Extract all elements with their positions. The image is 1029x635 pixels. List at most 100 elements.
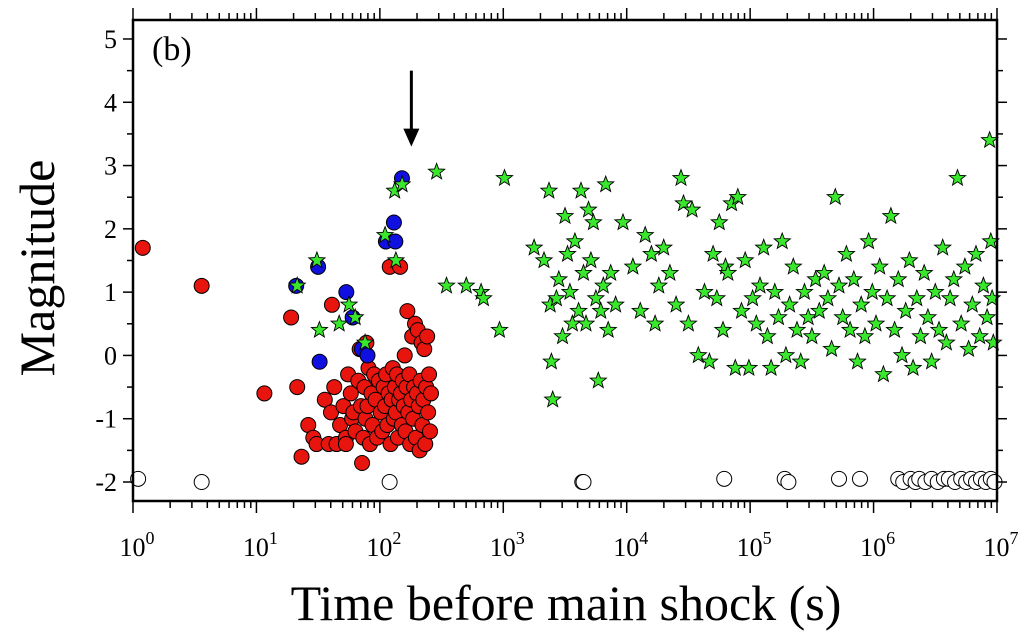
data-point (645, 314, 665, 332)
data-point (948, 168, 967, 187)
data-point (359, 347, 376, 364)
data-point (613, 212, 633, 231)
data-point (549, 269, 569, 288)
x-tick-label-base: 10 (860, 533, 886, 562)
y-tick-label: 1 (104, 278, 117, 307)
data-point (929, 320, 949, 339)
data-point (859, 231, 878, 250)
x-tick-label-base: 10 (613, 533, 639, 562)
data-point (863, 282, 882, 301)
x-tick-label-exponent: 5 (763, 528, 772, 548)
data-point (490, 320, 509, 339)
data-point (716, 470, 733, 487)
data-point (381, 474, 398, 491)
data-point (974, 276, 993, 294)
data-point (743, 288, 762, 307)
data-point (761, 358, 781, 377)
data-point (907, 288, 927, 307)
data-point (671, 168, 691, 187)
data-point (795, 282, 814, 301)
data-point (558, 244, 577, 263)
data-point (784, 257, 803, 275)
x-axis-label: Time before main shock (s) (291, 575, 842, 631)
data-point (287, 276, 307, 294)
data-point (539, 181, 559, 199)
data-point (635, 225, 655, 244)
y-tick-label: 0 (104, 341, 117, 370)
data-point (758, 326, 777, 345)
data-point (944, 269, 964, 288)
x-tick-label-base: 10 (243, 533, 269, 562)
data-point (840, 320, 860, 339)
data-point (642, 244, 661, 263)
data-point (962, 295, 982, 313)
x-tick-label-exponent: 6 (886, 528, 895, 548)
data-point (387, 233, 404, 250)
data-point (543, 389, 562, 408)
data-point (903, 358, 923, 377)
data-point (925, 282, 945, 301)
y-tick-label: 5 (104, 25, 117, 54)
panel-label: (b) (152, 31, 192, 68)
x-tick-label-base: 10 (737, 533, 763, 562)
data-point (937, 333, 956, 351)
data-point (911, 326, 930, 345)
data-point (576, 314, 596, 332)
data-point (829, 276, 849, 294)
data-point (765, 282, 785, 301)
x-tick-label: 104 (613, 528, 648, 562)
data-point (791, 351, 811, 370)
data-point (422, 423, 439, 440)
data-point (787, 320, 807, 339)
y-axis-label: Magnitude (9, 160, 65, 377)
data-point (437, 276, 456, 294)
arrow-head (403, 128, 420, 147)
data-point (855, 326, 875, 345)
data-point (798, 307, 818, 326)
y-tick-label: 3 (104, 152, 117, 181)
data-point (326, 379, 343, 396)
data-point (848, 352, 867, 370)
data-point (293, 448, 310, 465)
x-tick-label-base: 10 (366, 533, 392, 562)
data-point (654, 237, 674, 256)
data-point (134, 239, 151, 256)
data-point (283, 309, 300, 326)
data-point (495, 168, 514, 187)
data-point (547, 288, 566, 307)
series-3 (130, 470, 1003, 491)
data-point (386, 250, 406, 269)
y-tick-label: 4 (104, 88, 117, 117)
x-tick-label: 101 (243, 528, 278, 562)
data-point (524, 237, 544, 256)
data-point (707, 288, 727, 307)
data-point (833, 307, 853, 326)
x-tick-label-exponent: 2 (392, 528, 401, 548)
data-point (419, 328, 436, 345)
x-tick-label: 106 (860, 528, 895, 562)
data-point (193, 474, 210, 491)
data-point (877, 288, 897, 307)
data-point (679, 314, 698, 332)
data-point (922, 352, 941, 370)
data-point (553, 326, 572, 345)
x-tick-label-exponent: 0 (146, 528, 155, 548)
data-point (623, 257, 643, 275)
x-tick-label-base: 10 (984, 533, 1010, 562)
series-0 (134, 239, 439, 472)
data-point (581, 250, 601, 269)
plot-area (130, 130, 1003, 491)
data-point (630, 301, 650, 320)
data-point (837, 244, 856, 263)
data-point (688, 345, 708, 364)
data-point (844, 269, 864, 288)
data-point (345, 307, 365, 326)
data-point (316, 391, 333, 408)
data-point (881, 206, 901, 225)
x-tick-label-exponent: 3 (516, 528, 525, 548)
data-point (728, 187, 748, 206)
data-point (338, 284, 355, 301)
data-point (606, 295, 625, 313)
data-point (575, 474, 592, 491)
x-tick-label-base: 10 (120, 533, 146, 562)
